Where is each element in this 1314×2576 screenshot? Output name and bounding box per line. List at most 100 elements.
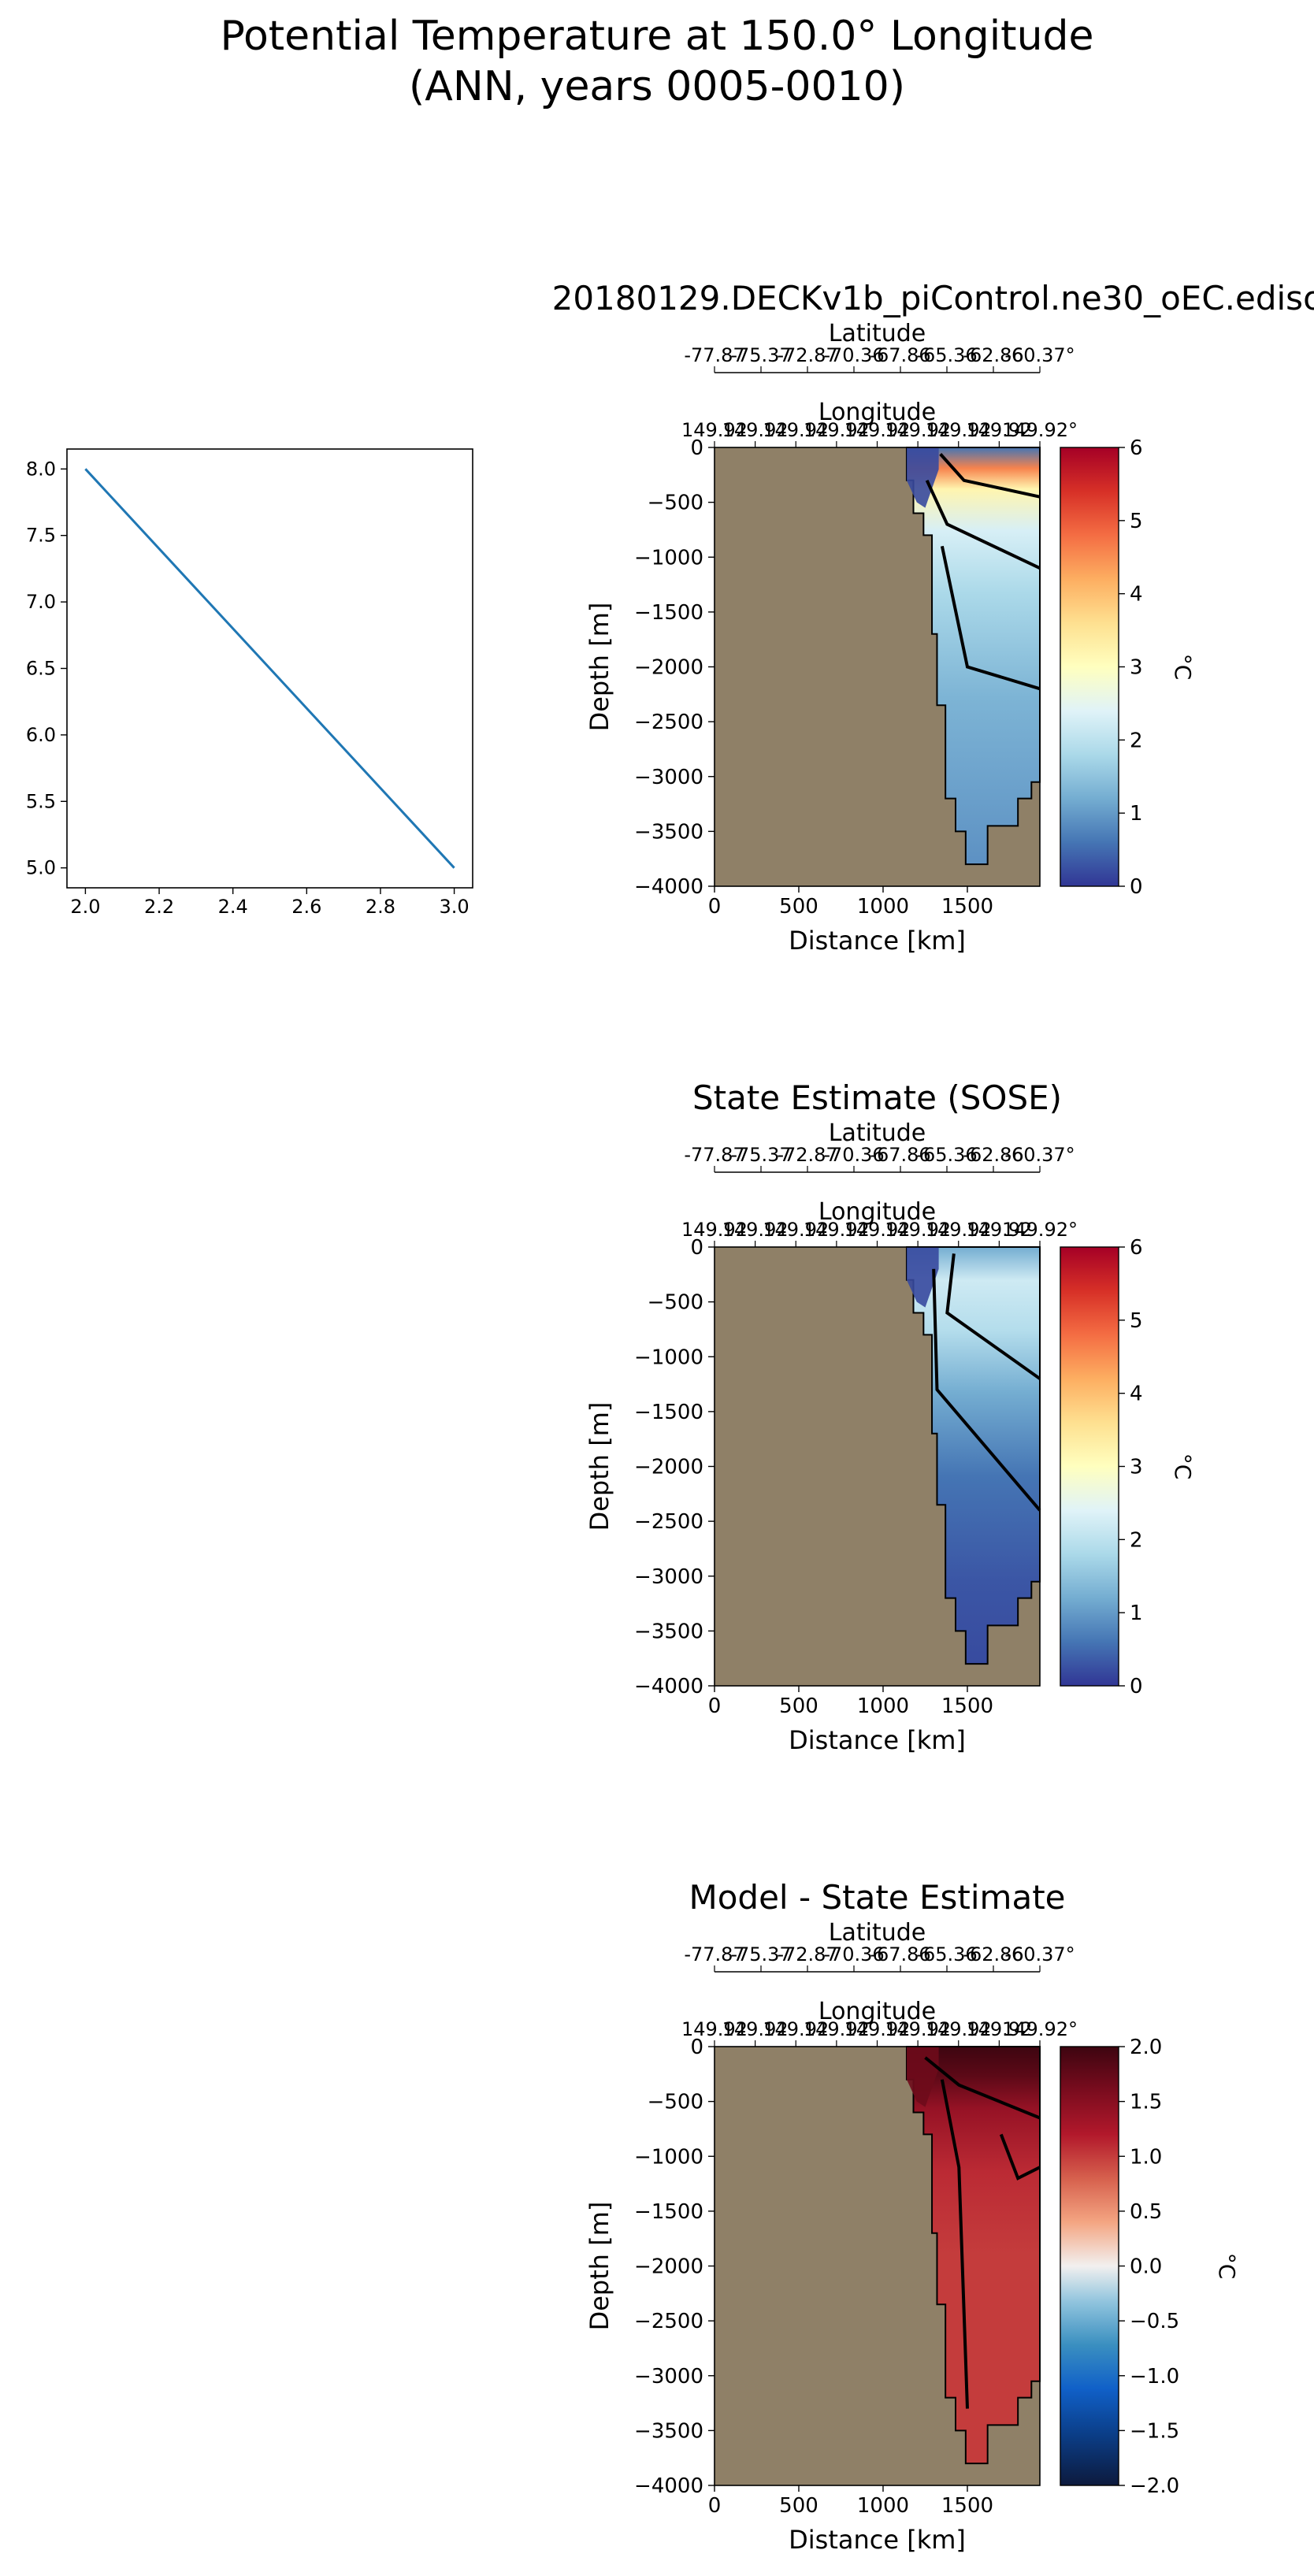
latitude-tick-label: -62.86 bbox=[963, 1144, 1023, 1166]
longitude-tick-label: 149.92° bbox=[1002, 1219, 1078, 1241]
longitude-tick-label: 149.92 bbox=[722, 419, 789, 441]
contour-line bbox=[940, 545, 1041, 691]
y-tick-label: −1500 bbox=[634, 601, 703, 625]
y-tick-label: −2500 bbox=[634, 711, 703, 734]
colorbar-tick-label: 6 bbox=[1130, 436, 1143, 460]
y-tick-label: 7.0 bbox=[26, 591, 56, 613]
contour-line bbox=[924, 2056, 1041, 2120]
longitude-tick-label: 149.92 bbox=[844, 419, 911, 441]
x-tick-label: 3.0 bbox=[440, 896, 470, 918]
y-tick-label: 7.5 bbox=[26, 525, 56, 547]
latitude-tick-label: -62.86 bbox=[963, 1943, 1023, 1965]
colorbar-label: °C bbox=[1214, 2253, 1240, 2280]
latitude-tick-label: -60.37° bbox=[1004, 1943, 1075, 1965]
y-tick-label: −500 bbox=[648, 1291, 703, 1315]
x-tick-label: 2.6 bbox=[291, 896, 321, 918]
x-tick-label: 1500 bbox=[941, 1694, 993, 1718]
colorbar-tick-label: −0.5 bbox=[1130, 2310, 1179, 2333]
y-tick-label: −1000 bbox=[634, 546, 703, 570]
colorbar-tick-label: 0.5 bbox=[1130, 2200, 1162, 2224]
latitude-tick-label: -65.36 bbox=[916, 344, 977, 366]
colorbar-tick-label: 3 bbox=[1130, 656, 1143, 680]
colorbar bbox=[1060, 1246, 1119, 1687]
longitude-tick-label: 149.92 bbox=[926, 419, 992, 441]
x-axis-label: Distance [km] bbox=[789, 926, 966, 956]
y-tick-label: −1500 bbox=[634, 1401, 703, 1424]
longitude-tick-label: 149.92 bbox=[966, 2018, 1032, 2040]
y-tick-label: −500 bbox=[648, 2091, 703, 2114]
longitude-axis-label: Longitude bbox=[818, 1198, 936, 1226]
colorbar-tick-label: 1.5 bbox=[1130, 2091, 1162, 2114]
x-tick-label: 1000 bbox=[857, 1694, 909, 1718]
colorbar-tick-label: 5 bbox=[1130, 1309, 1143, 1333]
longitude-tick-label: 149.92 bbox=[844, 2018, 911, 2040]
longitude-tick-label: 149.92 bbox=[885, 2018, 951, 2040]
y-tick-label: −3000 bbox=[634, 1565, 703, 1589]
latitude-tick-label: -65.36 bbox=[916, 1943, 977, 1965]
panel-title: Model - State Estimate bbox=[689, 1878, 1066, 1917]
longitude-tick-label: 149.92 bbox=[926, 1219, 992, 1241]
longitude-tick-label: 149.92 bbox=[763, 419, 829, 441]
y-tick-label: 6.0 bbox=[26, 724, 56, 746]
longitude-tick-label: 149.92 bbox=[681, 1219, 748, 1241]
longitude-tick-label: 149.92 bbox=[804, 1219, 870, 1241]
y-tick-label: −2500 bbox=[634, 1510, 703, 1534]
colorbar-tick-label: −2.0 bbox=[1130, 2474, 1179, 2498]
y-tick-label: −500 bbox=[648, 492, 703, 515]
longitude-tick-label: 149.92° bbox=[1002, 2018, 1078, 2040]
latitude-tick-label: -70.36 bbox=[823, 1144, 884, 1166]
y-tick-label: 0 bbox=[690, 1236, 703, 1260]
colorbar-tick-label: 0 bbox=[1130, 1675, 1143, 1698]
latitude-axis-label: Latitude bbox=[829, 1119, 926, 1147]
y-tick-label: −3500 bbox=[634, 2419, 703, 2443]
colorbar-tick-label: 6 bbox=[1130, 1236, 1143, 1260]
y-tick-label: 5.0 bbox=[26, 857, 56, 879]
x-axis-label: Distance [km] bbox=[789, 2525, 966, 2555]
latitude-tick-label: -75.37 bbox=[730, 1943, 791, 1965]
longitude-tick-label: 149.92 bbox=[804, 419, 870, 441]
latitude-tick-label: -65.36 bbox=[916, 1144, 977, 1166]
longitude-axis-label: Longitude bbox=[818, 399, 936, 426]
y-tick-label: −3500 bbox=[634, 1620, 703, 1643]
latitude-tick-label: -60.37° bbox=[1004, 1144, 1075, 1166]
x-tick-label: 2.4 bbox=[218, 896, 248, 918]
longitude-tick-label: 149.92 bbox=[966, 1219, 1032, 1241]
colorbar-tick-label: 0.0 bbox=[1130, 2255, 1162, 2279]
longitude-tick-label: 149.92 bbox=[885, 419, 951, 441]
colorbar-label: °C bbox=[1170, 654, 1196, 681]
longitude-tick-label: 149.92° bbox=[1002, 419, 1078, 441]
y-tick-label: −3500 bbox=[634, 820, 703, 844]
latitude-tick-label: -77.87 bbox=[684, 1144, 744, 1166]
y-tick-label: −1000 bbox=[634, 2145, 703, 2169]
figure-title-line2: (ANN, years 0005-0010) bbox=[408, 63, 906, 110]
y-tick-label: 8.0 bbox=[26, 458, 56, 480]
x-tick-label: 2.0 bbox=[70, 896, 100, 918]
y-tick-label: −2000 bbox=[634, 656, 703, 680]
y-tick-label: −3000 bbox=[634, 2365, 703, 2389]
x-tick-label: 2.2 bbox=[144, 896, 174, 918]
longitude-tick-label: 149.92 bbox=[681, 2018, 748, 2040]
contour-line bbox=[939, 453, 1041, 499]
x-tick-label: 2.8 bbox=[366, 896, 395, 918]
latitude-tick-label: -77.87 bbox=[684, 344, 744, 366]
longitude-tick-label: 149.92 bbox=[722, 1219, 789, 1241]
colorbar-tick-label: 1 bbox=[1130, 802, 1143, 826]
panel-title: 20180129.DECKv1b_piControl.ne30_oEC.edis… bbox=[552, 279, 1314, 317]
x-tick-label: 500 bbox=[779, 1694, 818, 1718]
latitude-tick-label: -67.86 bbox=[870, 1943, 930, 1965]
colorbar-label: °C bbox=[1170, 1453, 1196, 1480]
contour-line bbox=[945, 1253, 1041, 1380]
longitude-tick-label: 149.92 bbox=[804, 2018, 870, 2040]
colorbar bbox=[1060, 2046, 1119, 2486]
x-tick-label: 1500 bbox=[941, 895, 993, 919]
longitude-tick-label: 149.92 bbox=[844, 1219, 911, 1241]
latitude-tick-label: -72.87 bbox=[777, 1943, 837, 1965]
latitude-tick-label: -72.87 bbox=[777, 344, 837, 366]
latitude-tick-label: -70.36 bbox=[823, 344, 884, 366]
longitude-tick-label: 149.92 bbox=[966, 419, 1032, 441]
latitude-tick-label: -77.87 bbox=[684, 1943, 744, 1965]
contour-line bbox=[999, 2133, 1041, 2181]
y-axis-label: Depth [m] bbox=[585, 603, 614, 732]
colorbar-tick-label: 2 bbox=[1130, 1528, 1143, 1552]
latitude-tick-label: -60.37° bbox=[1004, 344, 1075, 366]
